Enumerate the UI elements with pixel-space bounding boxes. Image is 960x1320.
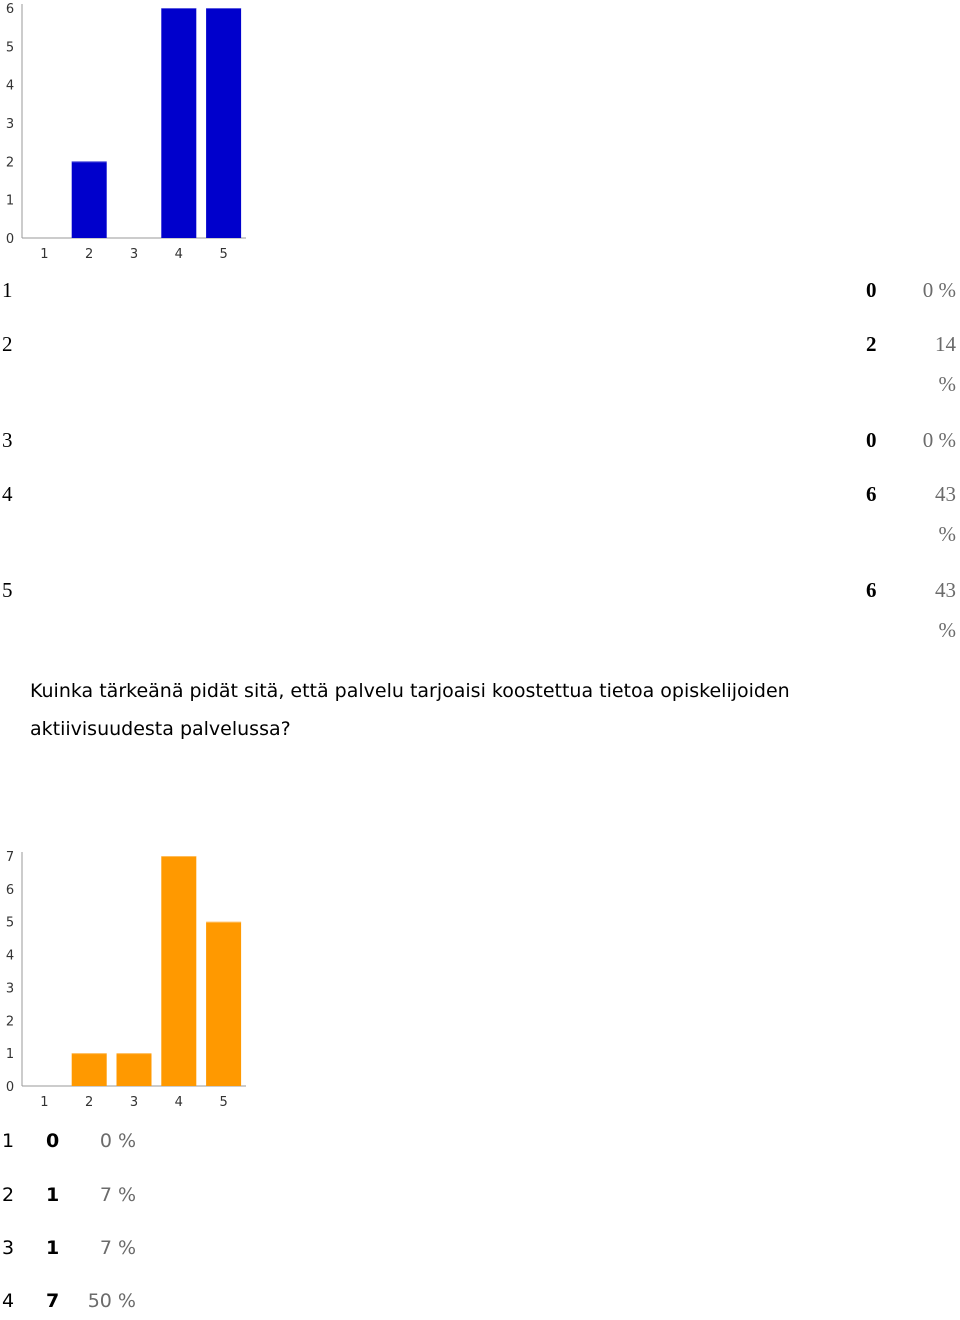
row-percent: 7 %: [99, 1184, 136, 1206]
row-label: 5: [2, 578, 13, 602]
table-row: 1 0 0 %: [0, 278, 960, 332]
row-count: 6: [866, 578, 877, 602]
y-tick-label: 2: [6, 1014, 14, 1029]
question-text: Kuinka tärkeänä pidät sitä, että palvelu…: [30, 680, 790, 740]
y-tick-label: 4: [6, 79, 14, 94]
row-label: 3: [2, 1237, 15, 1259]
row-percent: 7 %: [99, 1237, 136, 1259]
table-row: 4 7 50 %: [0, 1290, 200, 1320]
bar: [71, 1053, 107, 1086]
row-percent: 50 %: [87, 1290, 136, 1312]
row-count: 1: [46, 1184, 60, 1206]
y-tick-label: 0: [6, 1080, 14, 1095]
row-percent: 0 %: [99, 1130, 136, 1152]
row-label: 3: [2, 428, 13, 452]
y-tick-label: 3: [6, 981, 14, 996]
y-tick-label: 6: [6, 883, 14, 898]
x-tick-label: 1: [40, 247, 48, 262]
table-row: 2 1 7 %: [0, 1184, 200, 1214]
y-tick-label: 0: [6, 232, 14, 247]
table-row: 3 1 7 %: [0, 1237, 200, 1267]
row-count: 0: [866, 428, 877, 452]
x-tick-label: 3: [130, 247, 138, 262]
bar: [161, 856, 197, 1086]
bar: [206, 921, 242, 1086]
x-tick-label: 5: [219, 247, 227, 262]
results-table-1: 1 0 0 % 2 2 14 % 3 0 0 % 4 6 43 % 5 6 43…: [0, 278, 960, 674]
y-tick-label: 5: [6, 916, 14, 931]
table-row: 5 6 43 %: [0, 578, 960, 674]
row-percent: 0 %: [922, 428, 956, 452]
row-count: 6: [866, 482, 877, 506]
x-tick-label: 2: [85, 247, 93, 262]
x-tick-label: 4: [175, 1095, 183, 1110]
y-tick-label: 3: [6, 117, 14, 132]
row-count: 2: [866, 332, 877, 356]
y-tick-label: 5: [6, 40, 14, 55]
row-count: 7: [46, 1290, 60, 1312]
row-count: 0: [46, 1130, 60, 1152]
row-label: 2: [2, 332, 13, 356]
y-tick-label: 2: [6, 155, 14, 170]
row-label: 2: [2, 1184, 15, 1206]
bar: [206, 8, 242, 238]
row-count: 0: [866, 278, 877, 302]
y-tick-label: 6: [6, 2, 14, 17]
table-row: 2 2 14 %: [0, 332, 960, 428]
row-label: 4: [2, 1290, 15, 1312]
x-tick-label: 3: [130, 1095, 138, 1110]
y-tick-label: 7: [6, 850, 14, 865]
row-percent: 43 %: [935, 578, 956, 642]
row-label: 1: [2, 1130, 15, 1152]
row-percent: 0 %: [922, 278, 956, 302]
x-tick-label: 1: [40, 1095, 48, 1110]
bar: [71, 161, 107, 238]
x-tick-label: 5: [219, 1095, 227, 1110]
table-row: 3 0 0 %: [0, 428, 960, 482]
table-row: 1 0 0 %: [0, 1130, 200, 1160]
row-percent: 43 %: [935, 482, 956, 546]
row-percent: 14 %: [935, 332, 956, 396]
x-tick-label: 4: [175, 247, 183, 262]
y-tick-label: 1: [6, 1047, 14, 1062]
row-count: 1: [46, 1237, 60, 1259]
bar-chart-1: 0 1 2 3 4 5 6 1 2 3 4 5: [6, 2, 246, 262]
row-label: 1: [2, 278, 13, 302]
row-label: 4: [2, 482, 13, 506]
bar: [116, 1053, 152, 1086]
table-row: 4 6 43 %: [0, 482, 960, 578]
x-tick-label: 2: [85, 1095, 93, 1110]
y-tick-label: 4: [6, 949, 14, 964]
bar-chart-2: 0 1 2 3 4 5 6 7 1 2 3 4 5: [6, 850, 246, 1110]
bar: [161, 8, 197, 238]
y-tick-label: 1: [6, 194, 14, 209]
